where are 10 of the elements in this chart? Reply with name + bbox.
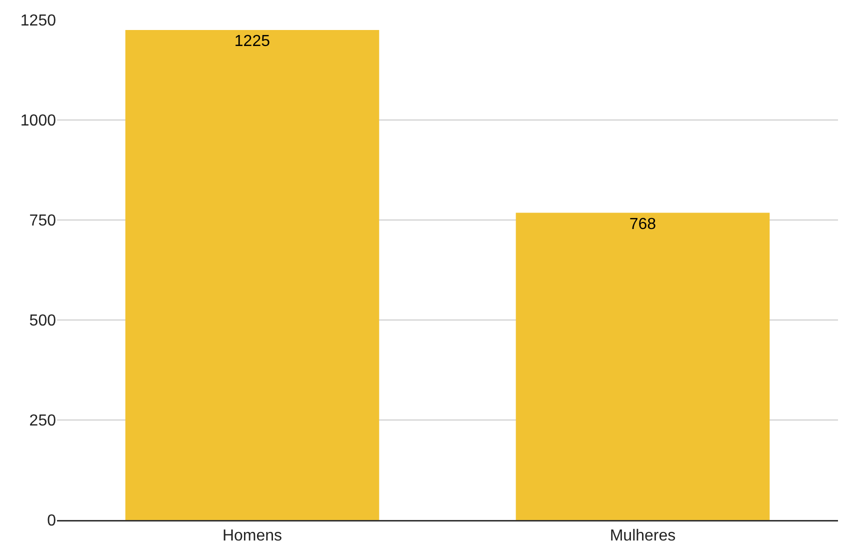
data-label: 1225: [234, 33, 270, 50]
x-tick-label: Mulheres: [610, 528, 676, 545]
y-tick-label: 0: [47, 512, 56, 530]
x-tick-label: Homens: [222, 528, 282, 545]
y-tick-label: 250: [29, 412, 56, 430]
y-tick-label: 1000: [20, 112, 56, 130]
y-tick-label: 1250: [20, 12, 56, 30]
data-label: 768: [629, 216, 656, 233]
y-tick-label: 750: [29, 212, 56, 230]
y-tick-label: 500: [29, 312, 56, 330]
